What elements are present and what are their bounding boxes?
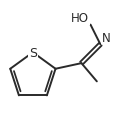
Text: N: N: [101, 31, 110, 44]
Text: S: S: [29, 46, 37, 59]
Text: HO: HO: [71, 12, 89, 25]
